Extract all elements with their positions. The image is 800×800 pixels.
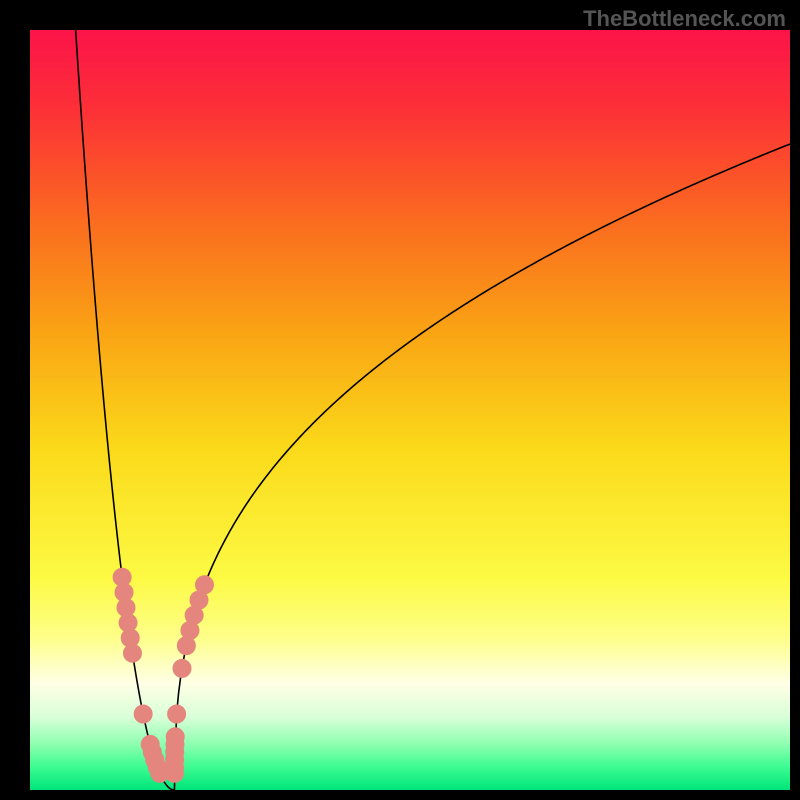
chart-container: TheBottleneck.com [0,0,800,800]
data-marker [173,659,191,677]
bottleneck-curve [76,30,175,790]
source-watermark: TheBottleneck.com [583,6,786,32]
data-marker [134,705,152,723]
data-marker [123,644,141,662]
data-marker [166,728,184,746]
bottleneck-curve [174,144,790,790]
plot-area [30,30,790,790]
data-marker [196,576,214,594]
data-marker [168,705,186,723]
curve-overlay [30,30,790,790]
